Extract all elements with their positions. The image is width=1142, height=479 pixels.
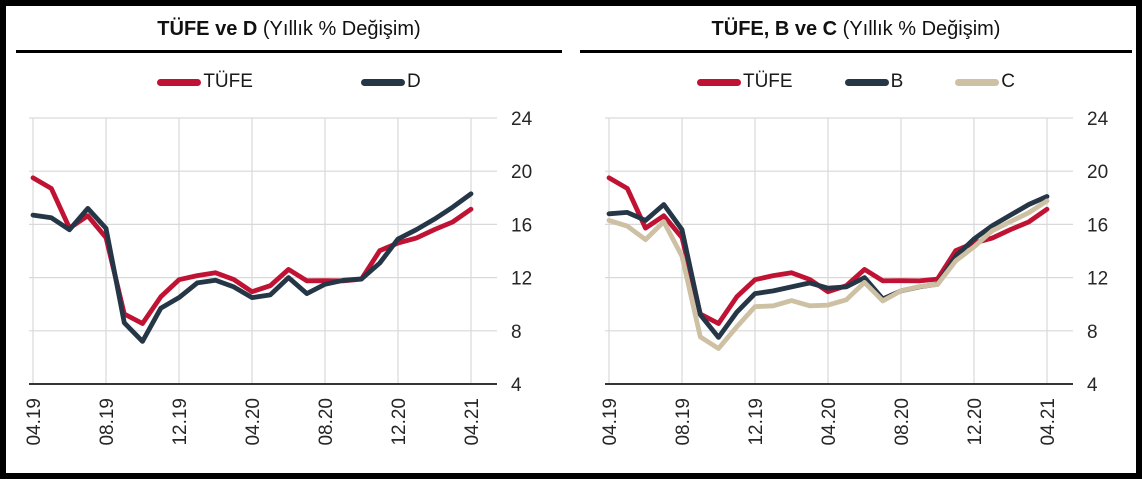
legend-left: TÜFE D	[16, 69, 562, 95]
x-axis-tick-label: 08.20	[316, 398, 337, 446]
legend-label-b: B	[890, 71, 904, 92]
y-axis-tick-label: 24	[511, 109, 533, 130]
chart-title-right-rest: (Yıllık % Değişim)	[837, 18, 1001, 40]
x-axis-tick-label: 04.21	[462, 398, 483, 446]
legend-item-tufe: TÜFE	[696, 71, 793, 93]
legend-swatch-d-icon	[360, 78, 405, 86]
x-axis-tick-label: 04.21	[1038, 398, 1059, 446]
line-chart-tufe-b-c: 24 20 16 12 8 4 04.19 08.19 12.19 04.20 08.20 12.20…	[600, 109, 1109, 446]
series-line-d	[30, 191, 474, 344]
x-axis-tick-label: 12.20	[389, 398, 410, 446]
series-line-c	[606, 198, 1050, 351]
y-axis-tick-label: 4	[511, 375, 522, 396]
x-axis-tick-label: 08.19	[673, 398, 694, 446]
y-axis-tick-label: 12	[1087, 269, 1108, 290]
x-axis-tick-label: 04.20	[819, 398, 840, 446]
legend-swatch-tufe-icon	[696, 78, 741, 86]
panel-tufe-b-c: TÜFE, B ve C (Yıllık % Değişim) TÜFE B C…	[566, 6, 1136, 473]
chart-title-right: TÜFE, B ve C (Yıllık % Değişim)	[580, 12, 1132, 42]
legend-item-tufe: TÜFE	[157, 71, 253, 93]
title-underline-right	[580, 50, 1132, 53]
y-axis-tick-label: 16	[511, 215, 532, 236]
panel-tufe-d: TÜFE ve D (Yıllık % Değişim) TÜFE D 24 20…	[6, 6, 566, 473]
y-axis-tick-label: 8	[1087, 322, 1098, 343]
legend-label-tufe: TÜFE	[203, 71, 253, 92]
legend-swatch-tufe-icon	[157, 78, 202, 86]
x-axis-tick-label: 04.19	[600, 398, 621, 446]
x-axis-tick-label: 08.20	[892, 398, 913, 446]
line-chart-tufe-d: 24 20 16 12 8 4 04.19 08.19 12.19 04.20 08.20 12.20…	[24, 109, 533, 446]
x-axis-tick-label: 08.19	[97, 398, 118, 446]
chart-title-left: TÜFE ve D (Yıllık % Değişim)	[16, 12, 562, 42]
chart-title-left-rest: (Yıllık % Değişim)	[257, 18, 421, 40]
legend-item-d: D	[360, 71, 421, 93]
legend-item-c: C	[955, 71, 1015, 93]
legend-right: TÜFE B C	[580, 69, 1132, 95]
legend-label-d: D	[406, 71, 421, 92]
y-axis-tick-label: 20	[511, 162, 532, 183]
y-axis-tick-label: 16	[1087, 215, 1108, 236]
y-axis-tick-label: 8	[511, 322, 522, 343]
y-axis-tick-label: 4	[1087, 375, 1098, 396]
x-axis-tick-label: 12.20	[965, 398, 986, 446]
legend-label-c: C	[1001, 71, 1016, 92]
y-axis-tick-label: 12	[511, 269, 532, 290]
chart-title-right-bold: TÜFE, B ve C	[711, 18, 838, 40]
legend-swatch-b-icon	[844, 78, 889, 86]
x-axis-tick-label: 04.20	[243, 398, 264, 446]
chart-title-left-bold: TÜFE ve D	[157, 18, 258, 40]
y-axis-tick-label: 20	[1087, 162, 1108, 183]
legend-item-b: B	[844, 71, 904, 93]
y-axis-tick-label: 24	[1087, 109, 1109, 130]
series-line-b	[606, 194, 1050, 340]
legend-label-tufe: TÜFE	[742, 71, 793, 92]
x-axis-tick-label: 04.19	[24, 398, 45, 446]
title-underline-left	[16, 50, 562, 53]
x-axis-tick-label: 12.19	[170, 398, 191, 446]
x-axis-tick-label: 12.19	[746, 398, 767, 446]
legend-swatch-c-icon	[955, 78, 1000, 86]
